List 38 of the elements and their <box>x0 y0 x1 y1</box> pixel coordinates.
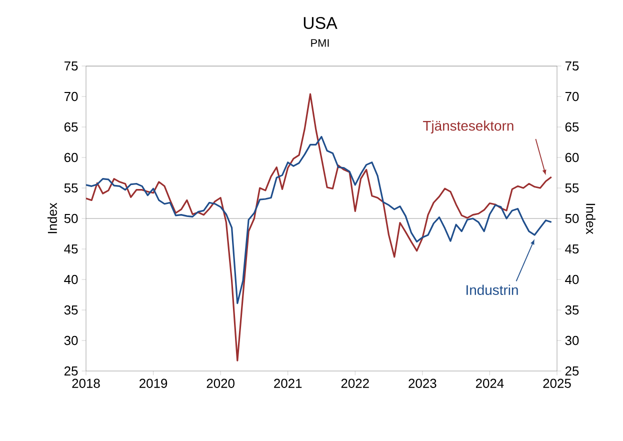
y2-tick-label: 70 <box>565 92 579 102</box>
x-tick-label: 2023 <box>408 378 436 388</box>
y-tick-label: 70 <box>64 92 78 102</box>
y2-tick-label: 65 <box>565 122 579 132</box>
y-tick-label: 50 <box>64 214 78 224</box>
y-tick-label: 75 <box>64 61 78 71</box>
y2-axis-title: Index <box>586 204 596 234</box>
chart-subtitle: PMI <box>311 39 329 47</box>
line-series <box>86 136 552 304</box>
y2-tick-label: 30 <box>565 336 579 346</box>
x-tick-label: 2018 <box>72 378 100 388</box>
y-tick-label: 65 <box>64 122 78 132</box>
y2-tick-label: 55 <box>565 183 579 193</box>
y-tick-label: 55 <box>64 183 78 193</box>
y2-tick-label: 75 <box>565 61 579 71</box>
y2-tick-label: 25 <box>565 366 579 376</box>
y2-tick-label: 35 <box>565 305 579 315</box>
y2-tick-label: 60 <box>565 152 579 162</box>
y-tick-label: 25 <box>64 366 78 376</box>
y2-tick-label: 40 <box>565 274 579 284</box>
y-tick-label: 60 <box>64 152 78 162</box>
y2-tick-label: 45 <box>565 244 579 254</box>
x-tick-label: 2025 <box>543 378 571 388</box>
x-tick-label: 2020 <box>206 378 234 388</box>
x-tick-label: 2019 <box>140 378 168 388</box>
line-series <box>86 93 552 362</box>
y-tick-label: 45 <box>64 244 78 254</box>
y-tick-label: 30 <box>64 336 78 346</box>
chart-title: USA <box>304 16 338 29</box>
text: Industrin <box>466 284 518 295</box>
y2-tick-label: 50 <box>565 214 579 224</box>
y-tick-label: 40 <box>64 274 78 284</box>
x-tick-label: 2021 <box>274 378 302 388</box>
x-tick-label: 2024 <box>476 378 504 388</box>
y-axis-title: Index <box>47 202 57 234</box>
y-tick-label: 35 <box>64 305 78 315</box>
text: Tjänstesektorn <box>423 120 514 134</box>
x-tick-label: 2022 <box>341 378 369 388</box>
